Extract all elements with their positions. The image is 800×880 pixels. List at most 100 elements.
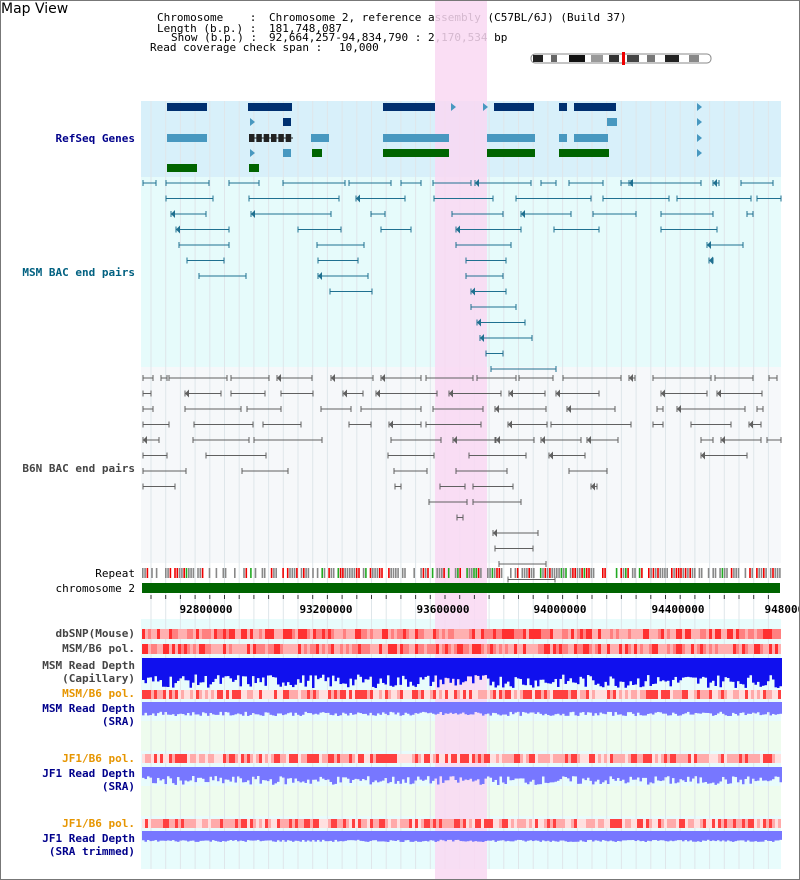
msm-depth-capillary-bar [442, 658, 445, 685]
repeat-element [296, 568, 298, 578]
jf1-b6-polymorphism-trimmed [331, 819, 334, 828]
repeat-element [604, 568, 606, 578]
jf1-b6-polymorphism [592, 754, 595, 763]
msm-b6-polymorphism [187, 644, 190, 654]
msm-depth-capillary-bar [439, 658, 442, 680]
dbsnp-density [583, 629, 586, 639]
msm-b6-polymorphism-sra [670, 690, 673, 699]
msm-depth-sra-label[interactable]: MSM Read Depth [42, 702, 135, 715]
msm-b6-polymorphism-sra [646, 690, 649, 699]
repeat-element [648, 568, 650, 578]
b6n-bac-pair-arrow [717, 389, 721, 398]
dbsnp-label[interactable]: dbSNP(Mouse) [55, 627, 135, 640]
dbsnp-density [727, 629, 730, 639]
msm-depth-sra-bar [317, 702, 320, 715]
jf1-b6-polymorphism-trimmed [670, 819, 673, 828]
msm-b6-polymorphism [232, 644, 235, 654]
msm-b6-polymorphism-sra [493, 690, 496, 699]
msm-b6-polymorphism [706, 644, 709, 654]
repeat-element [397, 568, 399, 578]
msm-b6-polymorphism-sra [454, 690, 457, 699]
jf1-depth-trimmed-bar [517, 831, 520, 840]
jf1-depth-sra-label[interactable]: JF1 Read Depth [42, 767, 135, 780]
msm-b6-polymorphism [571, 644, 574, 654]
repeat-label[interactable]: Repeat [95, 567, 135, 580]
dbsnp-density [181, 629, 184, 639]
repeat-element [480, 568, 482, 578]
jf1-depth-sra-bar [354, 767, 357, 779]
jf1-depth-sra-bar [652, 767, 655, 784]
msm-depth-capillary-bar [627, 658, 630, 686]
msm-depth-sra-bar [147, 702, 150, 716]
msm-b6-polymorphism [238, 644, 241, 654]
msm-b6-polymorphism-sra [637, 690, 640, 699]
repeat-element [355, 568, 358, 578]
jf1-b6-polymorphism [172, 754, 175, 763]
msm-depth-capillary-bar [382, 658, 385, 683]
msm-b6-pol-label[interactable]: MSM/B6 pol. [62, 642, 135, 655]
jf1-depth-trimmed-bar [442, 831, 445, 841]
msm-depth-capillary-bar [157, 658, 160, 682]
msm-depth-sra-bar [432, 702, 435, 714]
jf1-depth-sra-bar [432, 767, 435, 781]
jf1-b6-polymorphism [319, 754, 322, 763]
dbsnp-density [325, 629, 328, 639]
jf1-depth-sra-bar [682, 767, 685, 781]
repeat-element [585, 568, 588, 578]
dbsnp-density [751, 629, 754, 639]
jf1-b6-polymorphism [712, 754, 715, 763]
jf1-depth-trimmed-bar [187, 831, 190, 842]
msm-b6-polymorphism [274, 644, 277, 654]
jf1-pol-2-label[interactable]: JF1/B6 pol. [62, 817, 135, 830]
dbsnp-density [607, 629, 610, 639]
jf1-pol-label[interactable]: JF1/B6 pol. [62, 752, 135, 765]
msm-depth-sra-bar [737, 702, 740, 716]
jf1-depth-sra-bar [319, 767, 322, 777]
msm-depth-sra-bar [249, 702, 252, 715]
chromosome-track-label[interactable]: chromosome 2 [55, 582, 135, 595]
jf1-depth-sra-bar [732, 767, 735, 777]
jf1-depth-trimmed-bar [777, 831, 780, 841]
msm-b6-polymorphism [700, 644, 703, 654]
jf1-depth-sra-bar [324, 767, 327, 781]
msm-depth-capillary-label[interactable]: MSM Read Depth [42, 659, 135, 672]
jf1-b6-polymorphism [730, 754, 733, 763]
jf1-depth-trimmed-bar [682, 831, 685, 842]
msm-depth-capillary-bar [182, 658, 185, 677]
msm-b6-pol-2-label[interactable]: MSM/B6 pol. [62, 687, 135, 700]
jf1-depth-trimmed-bar [447, 831, 450, 840]
msm-b6-polymorphism [451, 644, 454, 654]
msm-b6-polymorphism [652, 644, 655, 654]
msm-depth-capillary-bar [679, 658, 682, 681]
jf1-b6-polymorphism [235, 754, 238, 763]
msm-depth-sra-bar [419, 702, 422, 713]
msm-depth-capillary-bar [492, 658, 495, 682]
jf1-depth-trimmed-bar [374, 831, 377, 841]
msm-depth-capillary-bar [269, 658, 272, 676]
jf1-depth-trimmed-bar [247, 831, 250, 841]
b6n-bac-end-pairs-label[interactable]: B6N BAC end pairs [22, 462, 135, 475]
refseq-genes-label[interactable]: RefSeq Genes [55, 132, 135, 145]
jf1-b6-polymorphism-trimmed [466, 819, 469, 828]
msm-depth-capillary-bar [377, 658, 380, 684]
jf1-depth-trimmed-bar [449, 831, 452, 840]
jf1-depth-trimmed-label[interactable]: JF1 Read Depth [42, 832, 135, 845]
msm-b6-polymorphism-sra [286, 690, 289, 699]
jf1-b6-polymorphism-trimmed [274, 819, 277, 828]
msm-depth-capillary-bar [142, 658, 145, 680]
jf1-depth-sra-bar [667, 767, 670, 777]
msm-b6-polymorphism-sra [652, 690, 655, 699]
jf1-b6-polymorphism-trimmed [334, 819, 337, 828]
dbsnp-density [769, 629, 772, 639]
msm-depth-sra-bar [604, 702, 607, 715]
repeat-element [487, 568, 489, 578]
strand-arrow [697, 134, 702, 142]
msm-depth-capillary-bar [582, 658, 585, 679]
msm-depth-sra-bar [484, 702, 487, 715]
msm-bac-end-pairs-label[interactable]: MSM BAC end pairs [22, 266, 135, 279]
b6n-bac-pair-arrow [701, 451, 705, 460]
jf1-depth-trimmed-bar [687, 831, 690, 842]
jf1-b6-polymorphism [766, 754, 769, 763]
jf1-depth-sra-bar [749, 767, 752, 784]
